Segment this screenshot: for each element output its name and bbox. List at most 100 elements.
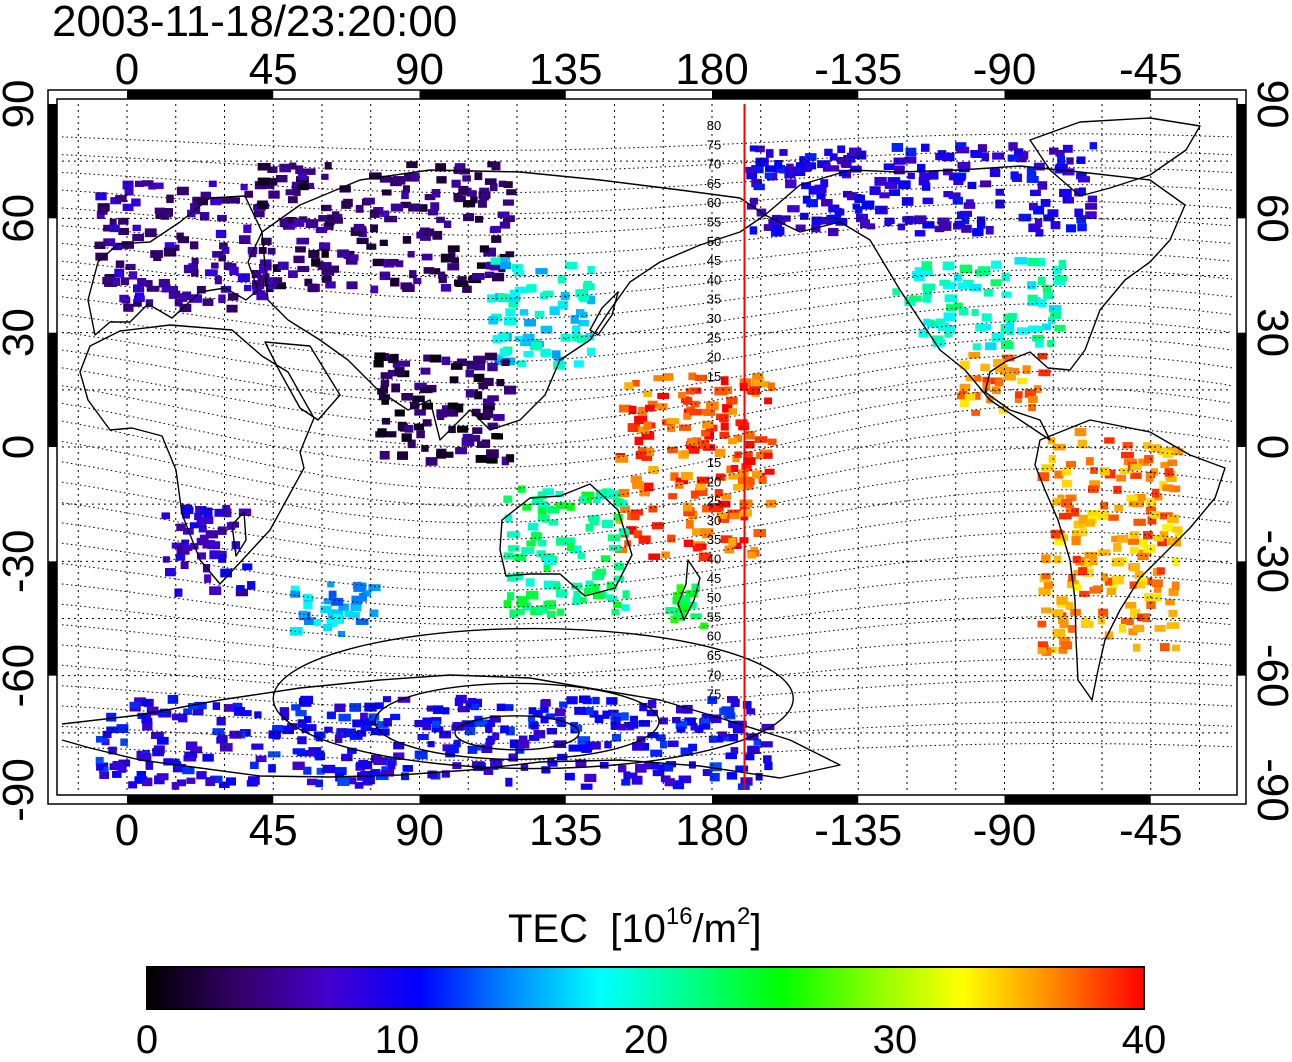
contour-label-north-55: 55	[707, 215, 721, 230]
colorbar-title: TEC [1016/m2]	[508, 903, 762, 952]
y-tick-left--60: -60	[0, 644, 43, 708]
contour-label-south-75: 75	[707, 687, 721, 702]
tec-region-east-asia-and-japan	[487, 257, 596, 370]
x-tick-top--45: -45	[1119, 45, 1183, 94]
colorbar-tick-20: 20	[623, 1018, 669, 1062]
magnetic-latitude-contours: 80 75 70 65 60 55 50 45 40 35 30 25 20 15 15 20 25 30 35 40…	[61, 118, 1233, 770]
contour-label-south-45: 45	[707, 571, 721, 586]
contour-ring-2	[272, 627, 794, 770]
x-tick-bottom-90: 90	[395, 806, 444, 855]
y-tick-right-90: 90	[1248, 80, 1292, 129]
x-tick-bottom-0: 0	[115, 806, 139, 855]
tec-region-new-zealand	[665, 583, 708, 630]
coastline-japan	[589, 291, 619, 336]
y-tick-right--90: -90	[1248, 758, 1292, 822]
contour-label-south-25: 25	[707, 494, 721, 509]
coastline-africa	[79, 324, 315, 585]
y-tick-left-60: 60	[0, 194, 43, 243]
tec-region-alaska-and-canada	[745, 142, 1098, 237]
contour-label-north-30: 30	[707, 311, 721, 326]
tec-region-southern-africa	[161, 504, 256, 597]
contour-label-north-75: 75	[707, 137, 721, 152]
x-tick-bottom--90: -90	[973, 806, 1037, 855]
contour-label-north-20: 20	[707, 350, 721, 365]
x-tick-top-90: 90	[395, 45, 444, 94]
contour-label-south-50: 50	[707, 590, 721, 605]
contour-label-south-55: 55	[707, 609, 721, 624]
contour-label-north-15: 15	[707, 369, 721, 384]
tec-data-layer	[94, 142, 1184, 790]
y-tick-right-30: 30	[1248, 308, 1292, 357]
contour-ring-1	[374, 682, 660, 761]
x-tick-bottom-45: 45	[249, 806, 298, 855]
x-tick-top--90: -90	[973, 45, 1037, 94]
y-tick-right--30: -30	[1248, 530, 1292, 594]
y-tick-left--30: -30	[0, 530, 43, 594]
colorbar	[146, 966, 1145, 1010]
map-frame	[47, 89, 1247, 805]
y-tick-left-30: 30	[0, 308, 43, 357]
y-tick-right-60: 60	[1248, 194, 1292, 243]
contour-label-south-35: 35	[707, 532, 721, 547]
contour-label-north-40: 40	[707, 272, 721, 287]
y-tick-right--60: -60	[1248, 644, 1292, 708]
contour-label-north-50: 50	[707, 234, 721, 249]
coastline-arabia	[264, 341, 341, 421]
x-tick-top-180: 180	[675, 45, 748, 94]
coastline-madagascar	[231, 511, 247, 557]
contour-label-south-15: 15	[707, 455, 721, 470]
x-tick-bottom--45: -45	[1119, 806, 1183, 855]
tec-region-south-america	[1037, 427, 1184, 656]
colorbar-tick-10: 10	[374, 1018, 420, 1062]
contour-label-south-60: 60	[707, 629, 721, 644]
coastline-europe	[87, 195, 263, 336]
contour-label-south-40: 40	[707, 552, 721, 567]
contour-label-north-35: 35	[707, 292, 721, 307]
contour-label-north-45: 45	[707, 253, 721, 268]
contour-label-south-70: 70	[707, 667, 721, 682]
colorbar-tick-0: 0	[135, 1018, 159, 1062]
x-tick-top-135: 135	[529, 45, 602, 94]
coastline-australia	[499, 483, 633, 597]
coastline-new-zealand	[677, 559, 701, 621]
tec-region-united-states	[892, 257, 1068, 351]
axis-tick-labels: 0 45 90 135 180 -135 -90 -45 0 45 90 135 180 -135 -90 -…	[0, 45, 1292, 855]
x-tick-top-45: 45	[249, 45, 298, 94]
x-tick-bottom--135: -135	[814, 806, 902, 855]
y-tick-left--90: -90	[0, 758, 43, 822]
x-tick-top-0: 0	[115, 45, 139, 94]
coastline-antarctica	[61, 674, 841, 779]
x-tick-bottom-135: 135	[529, 806, 602, 855]
x-tick-bottom-180: 180	[675, 806, 748, 855]
contour-ring-0	[454, 715, 580, 751]
contour-label-north-25: 25	[707, 330, 721, 345]
tec-region-europe	[94, 180, 272, 313]
lat-lon-grid	[62, 104, 1232, 790]
tec-region-australia	[503, 485, 630, 619]
colorbar-tick-30: 30	[872, 1018, 918, 1062]
colorbar-gradient	[146, 966, 1145, 1010]
x-tick-top--135: -135	[814, 45, 902, 94]
tec-map: 80 75 70 65 60 55 50 45 40 35 30 25 20 15 15 20 25 30 35 40…	[0, 45, 1292, 855]
timestamp-title: 2003-11-18/23:20:00	[52, 0, 458, 46]
coastlines	[61, 117, 1226, 779]
y-tick-left-0: 0	[0, 435, 43, 459]
coastline-south-america	[1034, 419, 1226, 701]
y-tick-left-90: 90	[0, 80, 43, 129]
contour-label-south-30: 30	[707, 513, 721, 528]
coastline-greenland	[1029, 117, 1201, 197]
contour-label-north-70: 70	[707, 157, 721, 172]
tec-region-antarctica	[95, 694, 775, 790]
tec-region-central-america	[956, 351, 1051, 416]
contour-label-north-60: 60	[707, 195, 721, 210]
coastline-asia	[261, 169, 766, 441]
y-tick-right-0: 0	[1248, 435, 1292, 459]
colorbar-tick-40: 40	[1121, 1018, 1167, 1062]
contour-label-north-65: 65	[707, 176, 721, 191]
contour-label-north-80: 80	[707, 118, 721, 133]
tec-region-southern-indian-ocean	[289, 581, 381, 638]
tec-region-south-and-southeast-asia	[373, 352, 516, 466]
contour-label-south-20: 20	[707, 474, 721, 489]
contour-label-south-65: 65	[707, 648, 721, 663]
tec-region-central-pacific	[614, 372, 777, 562]
